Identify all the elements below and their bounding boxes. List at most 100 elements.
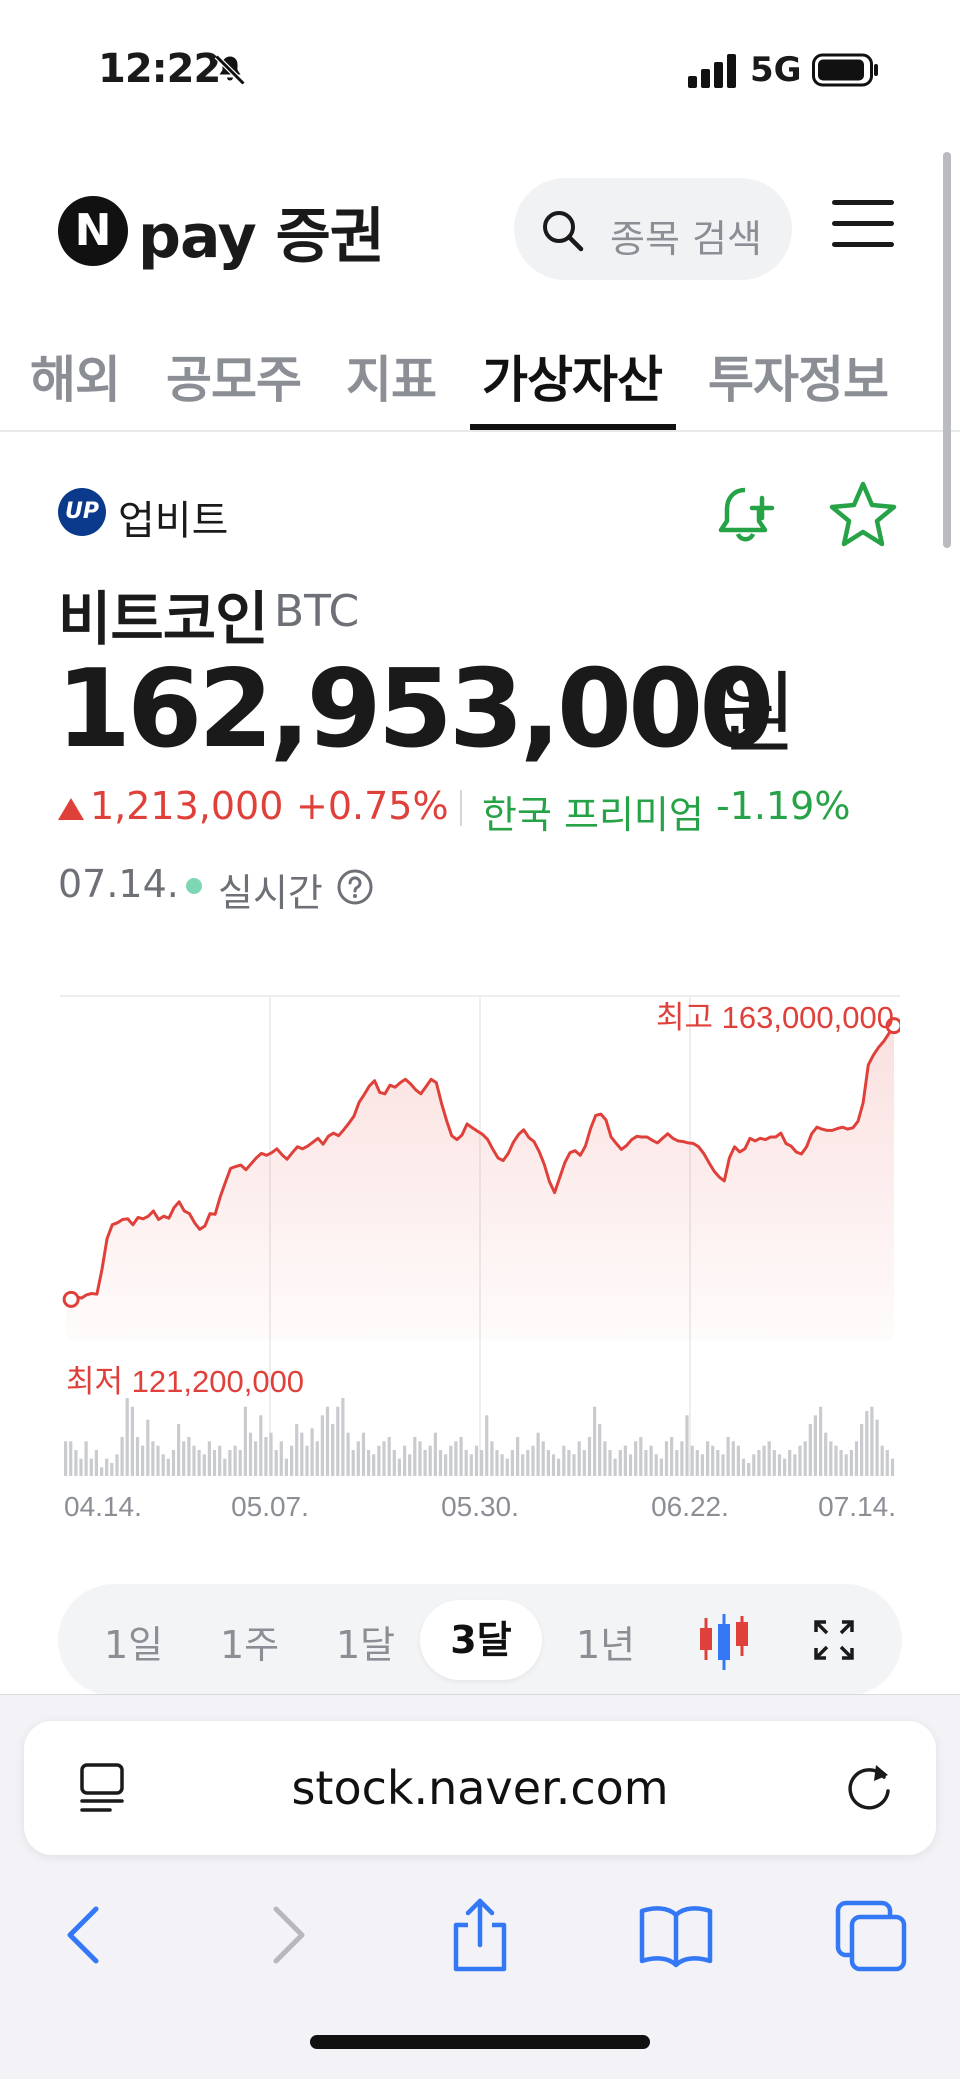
page-scrollbar[interactable] xyxy=(943,152,951,548)
tab-indicators[interactable]: 지표 xyxy=(346,351,437,409)
volume-bar xyxy=(824,1432,828,1476)
period-1year[interactable]: 1년 xyxy=(576,1623,636,1667)
volume-bar xyxy=(700,1454,704,1476)
volume-bar xyxy=(243,1406,247,1476)
volume-bar xyxy=(74,1450,78,1476)
volume-bar xyxy=(274,1450,278,1476)
volume-bar xyxy=(254,1441,258,1476)
naver-logo[interactable]: N xyxy=(58,196,128,266)
share-icon[interactable] xyxy=(440,1895,520,1975)
period-1month[interactable]: 1달 xyxy=(336,1623,396,1667)
volume-bar xyxy=(284,1458,288,1476)
volume-bar xyxy=(233,1445,237,1476)
volume-bar xyxy=(238,1450,242,1476)
volume-bar xyxy=(418,1441,422,1476)
volume-bar xyxy=(79,1458,83,1476)
korea-premium-value: -1.19% xyxy=(716,784,851,828)
reader-mode-icon[interactable] xyxy=(76,1761,128,1815)
tab-ipo[interactable]: 공모주 xyxy=(166,351,302,409)
volume-bar xyxy=(69,1441,73,1476)
app-title[interactable]: pay 증권 xyxy=(138,202,385,272)
volume-bar xyxy=(639,1437,643,1476)
volume-bar xyxy=(664,1441,669,1476)
volume-bar xyxy=(151,1441,155,1476)
coin-symbol: BTC xyxy=(274,586,360,637)
volume-bar xyxy=(392,1450,396,1476)
volume-bar xyxy=(577,1441,581,1476)
price-chart[interactable]: 최고 163,000,000 최저 121,200,000 04.14. 05.0… xyxy=(60,990,900,1530)
volume-bar xyxy=(649,1445,653,1476)
volume-bar xyxy=(228,1450,232,1476)
battery-icon xyxy=(812,53,878,87)
volume-bar xyxy=(752,1454,756,1476)
volume-bar xyxy=(331,1424,335,1476)
volume-bar xyxy=(731,1441,735,1476)
volume-bar xyxy=(762,1445,766,1476)
help-icon[interactable] xyxy=(336,868,374,906)
price-line xyxy=(65,1024,896,1301)
volume-bar xyxy=(495,1450,499,1476)
x-tick-label: 05.30. xyxy=(441,1491,519,1522)
search-button[interactable]: 종목 검색 xyxy=(514,178,792,280)
hamburger-menu-icon[interactable] xyxy=(830,196,896,252)
volume-bar xyxy=(100,1467,104,1476)
candlestick-chart-icon[interactable] xyxy=(696,1612,752,1672)
volume-bar xyxy=(218,1445,222,1476)
change-percent: +0.75% xyxy=(296,784,449,828)
tabs-icon[interactable] xyxy=(832,1895,912,1975)
volume-bar xyxy=(464,1450,468,1476)
back-icon[interactable] xyxy=(46,1895,126,1975)
volume-bar xyxy=(89,1458,93,1476)
volume-bar xyxy=(413,1437,417,1476)
tab-overseas[interactable]: 해외 xyxy=(30,351,121,409)
volume-bar xyxy=(336,1406,340,1476)
volume-bar xyxy=(793,1454,797,1476)
favorite-star-icon[interactable] xyxy=(826,478,900,552)
volume-bar xyxy=(541,1441,545,1476)
volume-bar xyxy=(177,1424,181,1476)
x-tick-label: 04.14. xyxy=(64,1491,142,1522)
volume-bar xyxy=(711,1445,715,1476)
volume-bar xyxy=(849,1450,853,1476)
app-header: N pay 증권 종목 검색 xyxy=(0,160,960,290)
period-selector: 1일 1주 1달 3달 1년 xyxy=(58,1584,902,1696)
status-bar: 12:22 5G xyxy=(0,0,960,140)
bookmarks-icon[interactable] xyxy=(636,1895,716,1975)
price-unit: 원 xyxy=(716,662,797,765)
reload-icon[interactable] xyxy=(842,1761,896,1815)
volume-bar xyxy=(94,1450,98,1476)
period-1day[interactable]: 1일 xyxy=(104,1623,164,1667)
volume-bar xyxy=(675,1450,679,1476)
address-bar[interactable]: stock.naver.com xyxy=(24,1721,936,1855)
volume-bar xyxy=(572,1454,576,1476)
x-tick-label: 05.07. xyxy=(231,1491,309,1522)
tab-crypto[interactable]: 가상자산 xyxy=(482,351,663,409)
high-price-label: 최고 163,000,000 xyxy=(656,1000,894,1035)
url-text[interactable]: stock.naver.com xyxy=(291,1761,669,1815)
volume-bar xyxy=(562,1445,566,1476)
low-marker xyxy=(62,1290,80,1308)
tab-investment-info[interactable]: 투자정보 xyxy=(708,351,889,409)
volume-bar xyxy=(603,1441,607,1476)
volume-bar xyxy=(166,1458,170,1476)
alarm-add-icon[interactable] xyxy=(712,480,782,550)
volume-bar xyxy=(264,1437,268,1476)
volume-bar xyxy=(480,1450,484,1476)
volume-bar xyxy=(141,1445,145,1476)
search-placeholder: 종목 검색 xyxy=(610,217,762,261)
forward-icon[interactable] xyxy=(246,1895,326,1975)
x-tick-label: 06.22. xyxy=(651,1491,729,1522)
period-1week[interactable]: 1주 xyxy=(220,1623,280,1667)
volume-bar xyxy=(644,1450,648,1476)
live-label: 실시간 xyxy=(218,871,323,915)
volume-bar xyxy=(341,1398,345,1476)
active-tab-indicator xyxy=(470,424,676,430)
fullscreen-icon[interactable] xyxy=(812,1618,856,1662)
volume-bar xyxy=(582,1450,586,1476)
browser-toolbar: stock.naver.com xyxy=(0,1694,960,2079)
volume-bar xyxy=(367,1450,371,1476)
period-3months[interactable]: 3달 xyxy=(420,1600,542,1680)
volume-bar xyxy=(361,1432,366,1476)
divider xyxy=(460,790,462,826)
price-date: 07.14. xyxy=(58,862,179,906)
